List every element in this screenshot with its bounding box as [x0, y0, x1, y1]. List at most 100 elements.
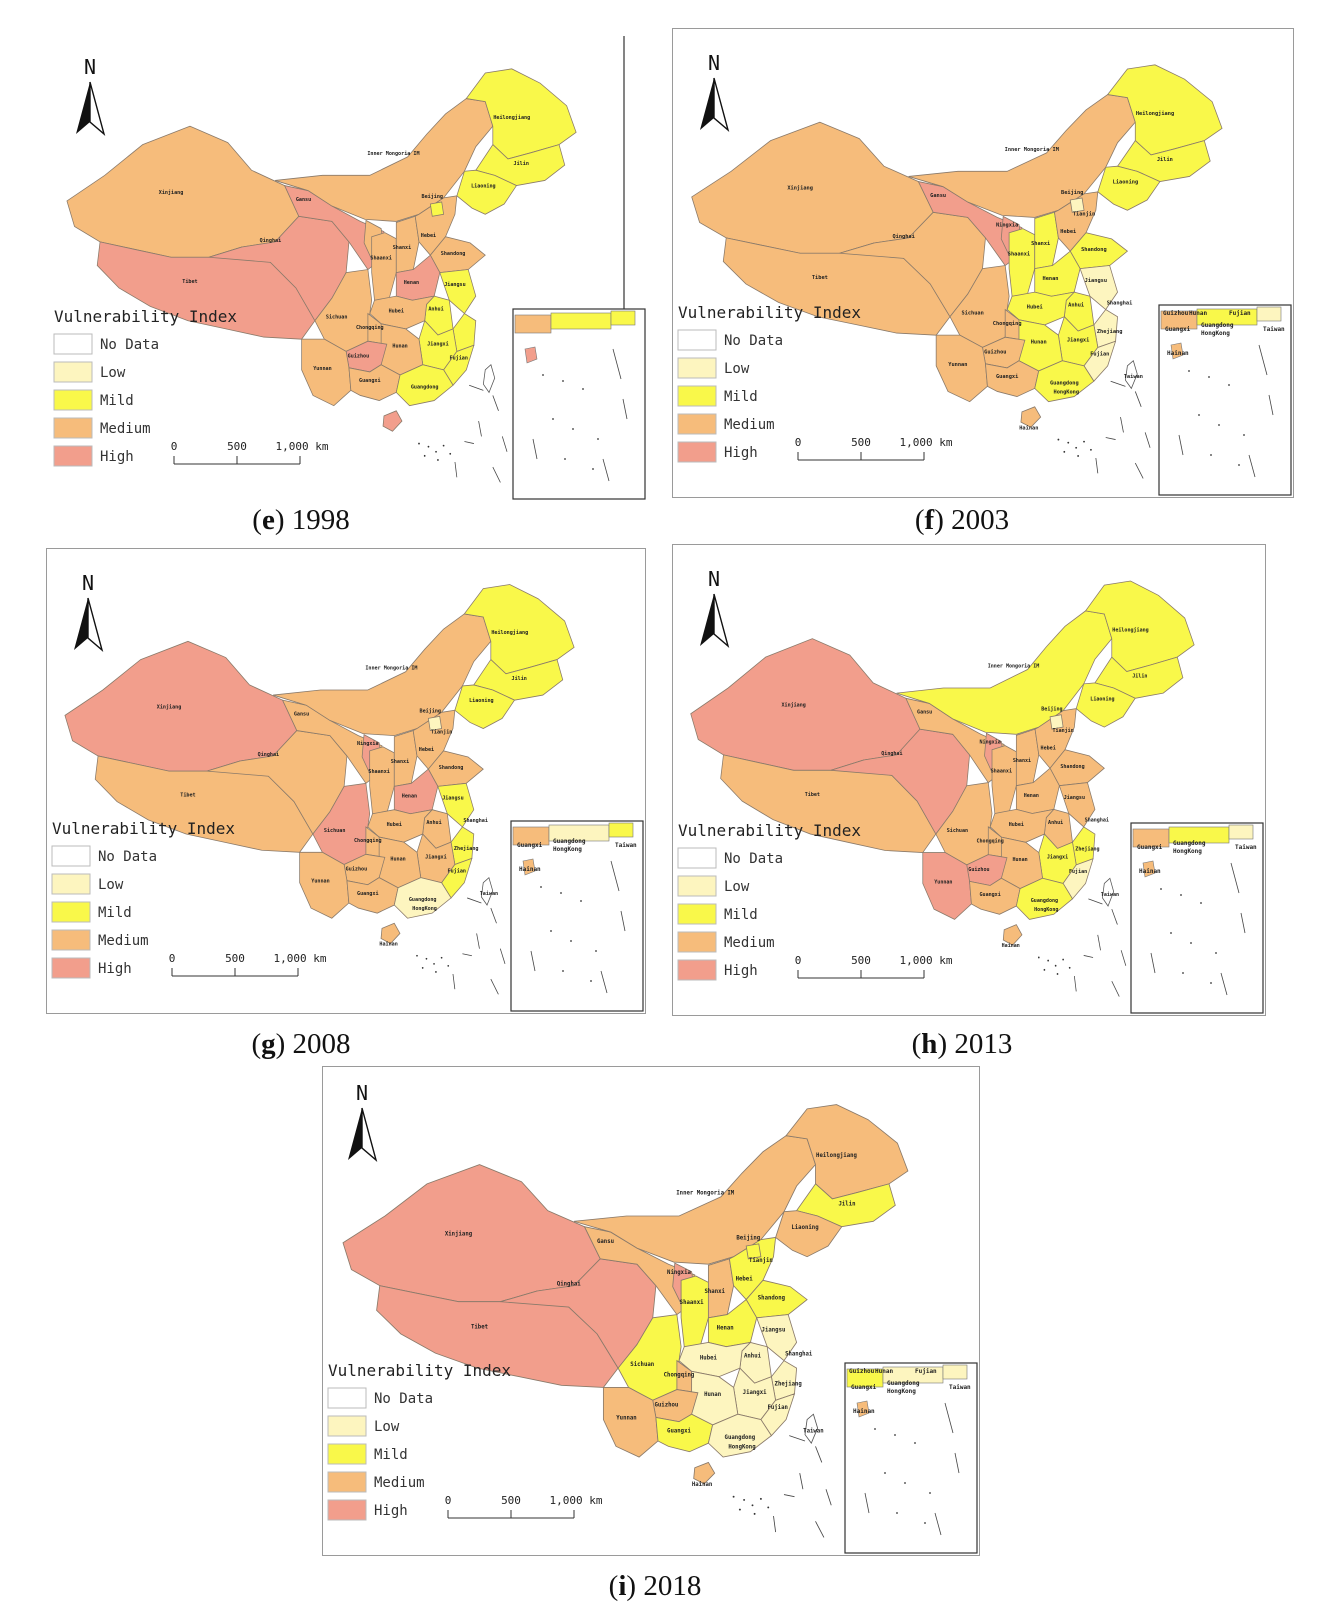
label-xinjiang: Xinjiang	[445, 1230, 473, 1237]
label-guizhou: Guizhou	[346, 866, 367, 872]
label-guangxi: Guangxi	[980, 892, 1002, 898]
legend-label: Mild	[724, 389, 758, 405]
label-chongqing: Chongqing	[354, 838, 382, 844]
legend-swatch-no-data	[327, 1387, 367, 1409]
label-guangdong: Guangdong	[409, 897, 437, 903]
legend-swatch-high	[677, 959, 717, 981]
province-tibet	[720, 754, 937, 853]
legend: Vulnerability Index No Data Low Mild Medium H…	[51, 819, 235, 979]
label-beijing: Beijing	[1041, 705, 1062, 712]
label-tianjin: Tianjin	[1053, 727, 1074, 734]
svg-text:500: 500	[851, 436, 871, 449]
province-taiwan	[482, 364, 496, 394]
label-innermongolia: Inner Mongoria IM	[367, 151, 419, 157]
legend-label: Low	[374, 1419, 400, 1435]
label-tibet: Tibet	[182, 279, 197, 285]
legend-label: Medium	[724, 935, 775, 951]
svg-text:Taiwan: Taiwan	[1235, 844, 1257, 851]
label-guangxi: Guangxi	[357, 891, 378, 897]
south-china-sea-inset: Guizhou Hunan Fujian Guangxi GuangdongHongKo…	[844, 1362, 978, 1554]
label-beijing: Beijing	[736, 1235, 760, 1242]
label-hubei: Hubei	[1027, 304, 1044, 310]
label-sichuan: Sichuan	[947, 828, 968, 834]
label-jiangsu: Jiangsu	[444, 282, 465, 288]
label-guizhou: Guizhou	[968, 867, 989, 873]
legend-label: No Data	[98, 849, 157, 865]
label-sichuan: Sichuan	[326, 315, 347, 321]
label-hainan: Hainan	[1002, 943, 1020, 949]
label-heilongjiang: Heilongjiang	[491, 629, 528, 636]
province-liaoning	[1097, 165, 1161, 211]
label-jilin: Jilin	[514, 161, 529, 167]
label-qinghai: Qinghai	[881, 751, 903, 757]
svg-text:Guangdong: Guangdong	[887, 1380, 920, 1387]
label-gansu: Gansu	[296, 197, 311, 203]
label-jilin: Jilin	[838, 1201, 855, 1207]
label-anhui: Anhui	[428, 306, 444, 312]
label-shanghai: Shanghai	[1085, 818, 1110, 824]
label-shaanxi: Shaanxi	[370, 255, 392, 261]
svg-text:1,000 km: 1,000 km	[274, 952, 327, 965]
legend-swatch-no-data	[677, 329, 717, 351]
province-liaoning	[1075, 682, 1136, 728]
province-jiangsu	[437, 782, 475, 828]
label-shandong: Shandong	[758, 1296, 786, 1302]
legend-label: No Data	[374, 1391, 433, 1407]
label-innermongolia: Inner Mongoria IM	[988, 663, 1040, 669]
svg-text:N: N	[84, 55, 96, 79]
label-hunan: Hunan	[1031, 339, 1047, 345]
province-jiangsu	[756, 1314, 798, 1362]
svg-text:1,000 km: 1,000 km	[550, 1494, 603, 1507]
caption-i: (i) 2018	[608, 1570, 702, 1602]
label-hainan: Hainan	[692, 1482, 712, 1488]
svg-text:Guangxi: Guangxi	[517, 842, 543, 849]
label-hunan: Hunan	[1012, 857, 1027, 863]
province-liaoning	[775, 1210, 843, 1258]
province-hainan	[380, 922, 401, 945]
label-shanxi: Shanxi	[391, 759, 409, 765]
svg-text:500: 500	[851, 954, 871, 967]
label-hunan: Hunan	[704, 1392, 721, 1398]
svg-text:500: 500	[501, 1494, 521, 1507]
label-shandong: Shandong	[1081, 247, 1107, 253]
map-panel-g: Xinjiang Tibet Qinghai Gansu Inner Mongoria …	[46, 548, 646, 1014]
label-innermongolia: Inner Mongoria IM	[1005, 147, 1060, 153]
svg-text:0: 0	[171, 440, 178, 453]
label-henan: Henan	[717, 1326, 734, 1332]
svg-text:500: 500	[225, 952, 245, 965]
label-liaoning: Liaoning	[471, 183, 496, 189]
label-hongkong: HongKong	[1034, 907, 1058, 913]
map-panel-h: Xinjiang Tibet Qinghai Gansu Inner Mongoria …	[672, 544, 1266, 1016]
label-beijing: Beijing	[420, 707, 441, 714]
svg-text:0: 0	[795, 954, 802, 967]
province-hainan	[693, 1461, 716, 1485]
label-guizhou: Guizhou	[348, 353, 369, 359]
svg-text:Taiwan: Taiwan	[615, 842, 637, 849]
scale-bar: 0 500 1,000 km	[795, 954, 953, 979]
caption-g: (g) 2008	[251, 1028, 351, 1060]
province-innermongolia	[908, 94, 1136, 218]
label-anhui: Anhui	[426, 820, 441, 826]
south-china-sea-inset	[512, 308, 646, 500]
label-shaanxi: Shaanxi	[680, 1300, 704, 1306]
svg-text:Hunan: Hunan	[875, 1368, 893, 1375]
label-guangxi: Guangxi	[667, 1428, 691, 1434]
label-jiangsu: Jiangsu	[442, 795, 463, 801]
label-sichuan: Sichuan	[961, 311, 983, 317]
legend: Vulnerability Index No Data Low Mild Medium H…	[53, 307, 237, 467]
label-chongqing: Chongqing	[664, 1373, 695, 1379]
label-sichuan: Sichuan	[324, 828, 345, 834]
svg-text:Guizhou: Guizhou	[1163, 310, 1189, 317]
province-qinghai	[500, 1258, 657, 1369]
map-panel-e: Xinjiang Tibet Qinghai Gansu Inner Mongoria …	[48, 32, 648, 502]
map-panel-i: Xinjiang Tibet Qinghai Gansu Inner Mongoria …	[322, 1066, 980, 1556]
label-tianjin: Tianjin	[1073, 210, 1095, 217]
label-tianjin: Tianjin	[431, 728, 452, 735]
scale-bar: 0 500 1,000 km	[171, 440, 329, 465]
svg-text:Hainan: Hainan	[1139, 868, 1161, 875]
label-fujian: Fujian	[1090, 351, 1109, 358]
province-tibet	[722, 237, 951, 336]
legend-swatch-mild	[327, 1443, 367, 1465]
label-ningxia: Ningxia	[996, 223, 1018, 229]
